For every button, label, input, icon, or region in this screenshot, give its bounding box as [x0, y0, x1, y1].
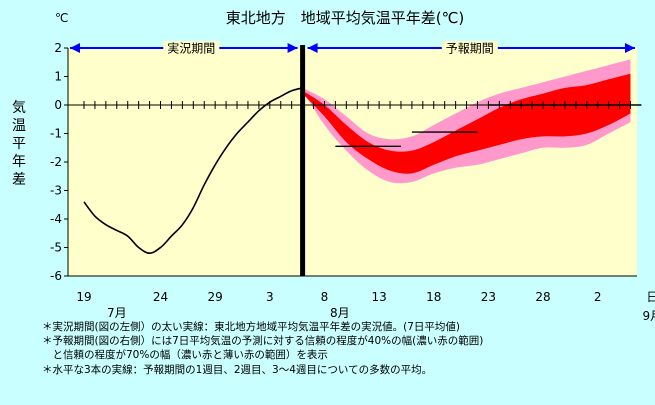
unit-label: ℃	[55, 11, 68, 25]
observed-period-label-box	[163, 41, 220, 55]
month-label: 7月	[107, 306, 127, 320]
weekly-mean-lines	[335, 104, 642, 148]
confidence-band-40	[302, 73, 631, 174]
x-tick-label: 24	[153, 290, 168, 304]
period-arrows: 実況期間 予報期間	[70, 41, 635, 56]
observed-arrow-head-right	[287, 43, 298, 53]
x-tick-label: 3	[266, 290, 274, 304]
forecast-arrow-head-right	[625, 43, 635, 53]
y-tick-label: -3	[50, 184, 62, 198]
observed-period-label: 実況期間	[167, 41, 215, 56]
ylabel-char-2: 温	[12, 118, 26, 134]
x-tick-label: 8	[321, 290, 329, 304]
x-tick-label: 29	[208, 290, 223, 304]
x-tick-label: 28	[535, 290, 550, 304]
x-tick-label: 日	[646, 290, 655, 304]
y-tick-label: -4	[50, 212, 62, 226]
note-forecast-band-cont: と信頼の程度が70%の幅（濃い赤と薄い赤の範囲）を表示	[42, 349, 328, 361]
x-tick-label: 19	[76, 290, 91, 304]
note-weekly-means: ＊水平な3本の実線：予報期間の1週目、2週目、3〜4週目についての多数の平均。	[42, 364, 433, 376]
y-tick-label: 2	[54, 41, 62, 55]
observed-arrow-head-left	[70, 43, 80, 53]
note-forecast-band: ＊予報期間(図の右側）には7日平均気温の予測に対する信頼の程度が40%の幅(濃い…	[42, 335, 484, 347]
chart-title: 東北地方 地域平均気温平年差(℃)	[226, 9, 465, 27]
observed-line	[83, 87, 303, 255]
y-tick-label: 0	[54, 98, 62, 112]
y-tick-label: -1	[50, 127, 62, 141]
forecast-period-label-box	[441, 41, 498, 55]
forecast-arrow-head-left	[307, 43, 318, 53]
x-tick-label: 13	[371, 290, 386, 304]
note-observed: ＊実況期間(図の左側）の太い実線：東北地方地域平均気温平年差の実況値。(7日平均…	[42, 321, 460, 333]
y-tick-label: -6	[50, 269, 62, 283]
ylabel-char-4: 年	[12, 154, 26, 170]
y-tick-label: -2	[50, 155, 62, 169]
axes	[64, 47, 637, 277]
month-label: 9月	[643, 309, 655, 323]
x-tick-label: 2	[594, 290, 602, 304]
axis-labels: 2 1 0 -1 -2 -3 -4 -5 -6 19 24 29 3 8 13 18 23 28 2 日 7月 8月 9月	[50, 41, 655, 323]
y-tick-label: 1	[54, 70, 62, 84]
x-tick-label: 23	[481, 290, 496, 304]
ylabel-char-5: 差	[12, 172, 26, 188]
band-40-area	[302, 73, 631, 174]
x-tick-label: 18	[426, 290, 441, 304]
month-label: 8月	[330, 306, 350, 320]
ylabel-char-1: 気	[12, 100, 26, 116]
observed-series	[83, 87, 303, 255]
y-tick-label: -5	[50, 241, 62, 255]
ylabel-char-3: 平	[12, 136, 26, 152]
forecast-period-label: 予報期間	[446, 42, 494, 56]
